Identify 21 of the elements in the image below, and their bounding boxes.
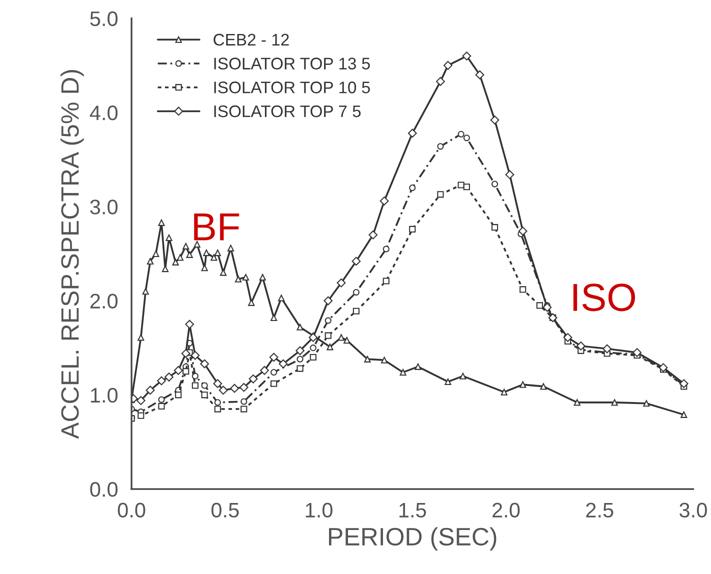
legend-label: ISOLATOR TOP 10 5 bbox=[214, 82, 370, 94]
y-tick-label: 5.0 bbox=[90, 11, 118, 26]
x-axis-title: PERIOD (SEC) bbox=[329, 527, 496, 551]
y-axis-title: ACCEL. RESP.SPECTRA (5% D) bbox=[60, 70, 84, 439]
x-tick-label: 0.5 bbox=[211, 502, 239, 518]
x-tick-label: 3.0 bbox=[680, 502, 707, 518]
y-tick-label: 0.0 bbox=[90, 482, 118, 497]
x-tick-label: 2.5 bbox=[586, 502, 614, 518]
y-tick-label: 1.0 bbox=[90, 388, 118, 403]
legend-label: ISOLATOR TOP 7 5 bbox=[214, 105, 361, 118]
x-tick-label: 2.0 bbox=[492, 502, 520, 518]
y-tick-label: 4.0 bbox=[90, 106, 118, 120]
legend-label: ISOLATOR TOP 13 5 bbox=[214, 58, 370, 70]
legend-label: CEB2 - 12 bbox=[214, 34, 289, 46]
annotation: ISO bbox=[573, 284, 635, 312]
y-tick-label: 3.0 bbox=[90, 200, 118, 214]
x-tick-label: 0.0 bbox=[118, 502, 146, 518]
y-tick-label: 2.0 bbox=[90, 294, 118, 309]
x-tick-label: 1.0 bbox=[306, 502, 332, 518]
x-tick-label: 1.5 bbox=[399, 503, 426, 518]
annotation: BF bbox=[194, 213, 240, 240]
